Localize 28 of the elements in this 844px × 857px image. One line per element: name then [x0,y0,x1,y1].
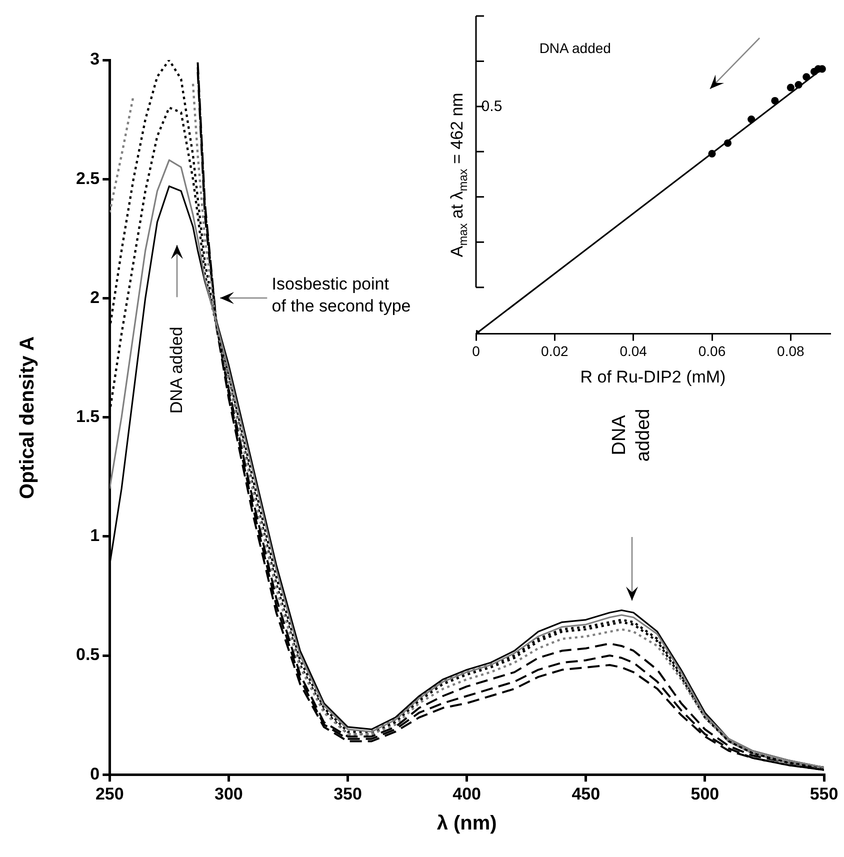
x-tick-label: 550 [810,784,838,804]
x-tick-label: 0.02 [541,343,569,360]
x-tick-label: 400 [452,784,482,804]
x-tick-label: 450 [572,784,600,804]
x-tick-label: 250 [95,784,124,804]
x-tick-label: 500 [690,784,720,804]
annotation: Isosbestic point of the second type [272,274,411,316]
y-axis-title: Amax at λmax = 462 nm [448,92,470,258]
y-axis-title: Optical density A [16,336,39,499]
x-tick-label: 350 [334,784,362,804]
x-tick-label: 0.08 [777,343,805,360]
text: DNA added [539,40,611,56]
y-tick-label: 0.5 [76,645,100,664]
annotation: DNA added [167,326,186,414]
x-tick-label: 300 [214,784,243,804]
y-tick-label: 2 [90,288,100,307]
y-tick-label: 0 [90,764,100,784]
annotation: DNA added [609,408,654,462]
x-axis-title: R of Ru-DIP2 (mM) [580,367,726,386]
y-tick-label: 2.5 [76,168,100,188]
y-tick-label: 1.5 [76,406,100,426]
x-tick-label: 0 [472,343,480,360]
y-tick-label: 3 [90,50,100,69]
x-tick-label: 0.06 [698,343,726,360]
y-tick-label: 1 [90,526,100,546]
annotation: 0.5 [481,98,502,116]
x-axis-title: λ (nm) [436,812,497,835]
x-tick-label: 0.04 [620,343,648,360]
